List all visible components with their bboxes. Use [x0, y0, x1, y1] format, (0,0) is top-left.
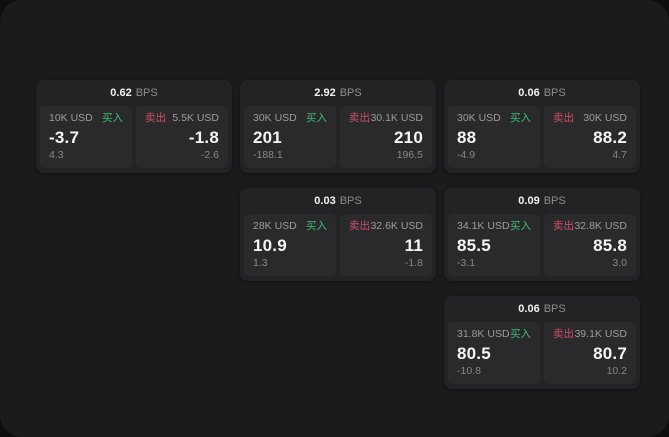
- sell-subvalue: 3.0: [612, 257, 627, 270]
- buy-side-label: 买入: [510, 220, 531, 232]
- sell-amount: 30.1K USD: [370, 112, 423, 124]
- sell-amount: 5.5K USD: [172, 112, 219, 124]
- bps-header: 0.62 BPS: [36, 80, 232, 106]
- buy-panel[interactable]: 34.1K USD 买入 85.5 -3.1: [448, 214, 540, 276]
- bps-header: 0.03 BPS: [240, 188, 436, 214]
- buy-price: 88: [457, 127, 477, 147]
- buy-subvalue: 4.3: [49, 149, 64, 162]
- bps-unit: BPS: [339, 87, 362, 99]
- bps-unit: BPS: [543, 195, 566, 207]
- quote-card-2: 2.92 BPS 30K USD 买入 201 -188.1 卖出 30.1K …: [240, 80, 436, 173]
- sell-side-label: 卖出: [349, 220, 370, 232]
- buy-side-label: 买入: [306, 112, 327, 124]
- buy-panel[interactable]: 31.8K USD 买入 80.5 -10.8: [448, 322, 540, 384]
- buy-price: 80.5: [457, 343, 491, 363]
- buy-price: -3.7: [49, 127, 80, 147]
- buy-amount: 34.1K USD: [457, 220, 510, 232]
- buy-amount: 30K USD: [457, 112, 501, 124]
- bps-unit: BPS: [135, 87, 158, 99]
- buy-subvalue: -188.1: [253, 149, 283, 162]
- sell-amount: 32.8K USD: [574, 220, 627, 232]
- sell-side-label: 卖出: [553, 328, 574, 340]
- sell-subvalue: -2.6: [200, 149, 219, 162]
- bps-unit: BPS: [543, 303, 566, 315]
- sell-amount: 30K USD: [583, 112, 627, 124]
- quote-card-5: 0.09 BPS 34.1K USD 买入 85.5 -3.1 卖出 32.8K…: [444, 188, 640, 281]
- sell-side-label: 卖出: [553, 220, 574, 232]
- sell-side-label: 卖出: [145, 112, 166, 124]
- bps-value: 2.92: [314, 87, 336, 99]
- sell-price: 88.2: [593, 127, 627, 147]
- buy-subvalue: -3.1: [457, 257, 476, 270]
- sell-panel[interactable]: 卖出 30.1K USD 210 196.5: [340, 106, 432, 168]
- bps-header: 0.06 BPS: [444, 80, 640, 106]
- buy-amount: 31.8K USD: [457, 328, 510, 340]
- buy-panel[interactable]: 30K USD 买入 201 -188.1: [244, 106, 336, 168]
- sell-price: 11: [404, 235, 423, 255]
- buy-side-label: 买入: [102, 112, 123, 124]
- sell-amount: 32.6K USD: [370, 220, 423, 232]
- sell-panel[interactable]: 卖出 5.5K USD -1.8 -2.6: [136, 106, 228, 168]
- bps-unit: BPS: [543, 87, 566, 99]
- sell-panel[interactable]: 卖出 32.6K USD 11 -1.8: [340, 214, 432, 276]
- bps-value: 0.06: [518, 87, 540, 99]
- sell-price: -1.8: [188, 127, 219, 147]
- bps-unit: BPS: [339, 195, 362, 207]
- sell-subvalue: 4.7: [612, 149, 627, 162]
- buy-panel[interactable]: 10K USD 买入 -3.7 4.3: [40, 106, 132, 168]
- bps-value: 0.62: [110, 87, 132, 99]
- sell-side-label: 卖出: [349, 112, 370, 124]
- sell-subvalue: 196.5: [396, 149, 423, 162]
- sell-panel[interactable]: 卖出 39.1K USD 80.7 10.2: [544, 322, 636, 384]
- buy-amount: 30K USD: [253, 112, 297, 124]
- buy-side-label: 买入: [306, 220, 327, 232]
- bps-header: 2.92 BPS: [240, 80, 436, 106]
- buy-subvalue: 1.3: [253, 257, 268, 270]
- quote-card-4: 0.03 BPS 28K USD 买入 10.9 1.3 卖出 32.6K US…: [240, 188, 436, 281]
- sell-price: 210: [394, 127, 423, 147]
- buy-price: 85.5: [457, 235, 491, 255]
- sell-price: 85.8: [593, 235, 627, 255]
- bps-value: 0.06: [518, 303, 540, 315]
- buy-subvalue: -4.9: [457, 149, 476, 162]
- buy-panel[interactable]: 28K USD 买入 10.9 1.3: [244, 214, 336, 276]
- quote-card-6: 0.06 BPS 31.8K USD 买入 80.5 -10.8 卖出 39.1…: [444, 296, 640, 389]
- buy-price: 10.9: [253, 235, 287, 255]
- bps-value: 0.09: [518, 195, 540, 207]
- buy-price: 201: [253, 127, 282, 147]
- sell-price: 80.7: [593, 343, 627, 363]
- sell-panel[interactable]: 卖出 32.8K USD 85.8 3.0: [544, 214, 636, 276]
- sell-side-label: 卖出: [553, 112, 574, 124]
- sell-subvalue: -1.8: [404, 257, 423, 270]
- quote-card-3: 0.06 BPS 30K USD 买入 88 -4.9 卖出 30K USD 8…: [444, 80, 640, 173]
- buy-panel[interactable]: 30K USD 买入 88 -4.9: [448, 106, 540, 168]
- sell-panel[interactable]: 卖出 30K USD 88.2 4.7: [544, 106, 636, 168]
- bps-value: 0.03: [314, 195, 336, 207]
- sell-amount: 39.1K USD: [574, 328, 627, 340]
- buy-side-label: 买入: [510, 328, 531, 340]
- bps-header: 0.09 BPS: [444, 188, 640, 214]
- bps-header: 0.06 BPS: [444, 296, 640, 322]
- quote-card-1: 0.62 BPS 10K USD 买入 -3.7 4.3 卖出 5.5K USD…: [36, 80, 232, 173]
- buy-side-label: 买入: [510, 112, 531, 124]
- buy-subvalue: -10.8: [457, 365, 481, 378]
- buy-amount: 10K USD: [49, 112, 93, 124]
- buy-amount: 28K USD: [253, 220, 297, 232]
- sell-subvalue: 10.2: [606, 365, 627, 378]
